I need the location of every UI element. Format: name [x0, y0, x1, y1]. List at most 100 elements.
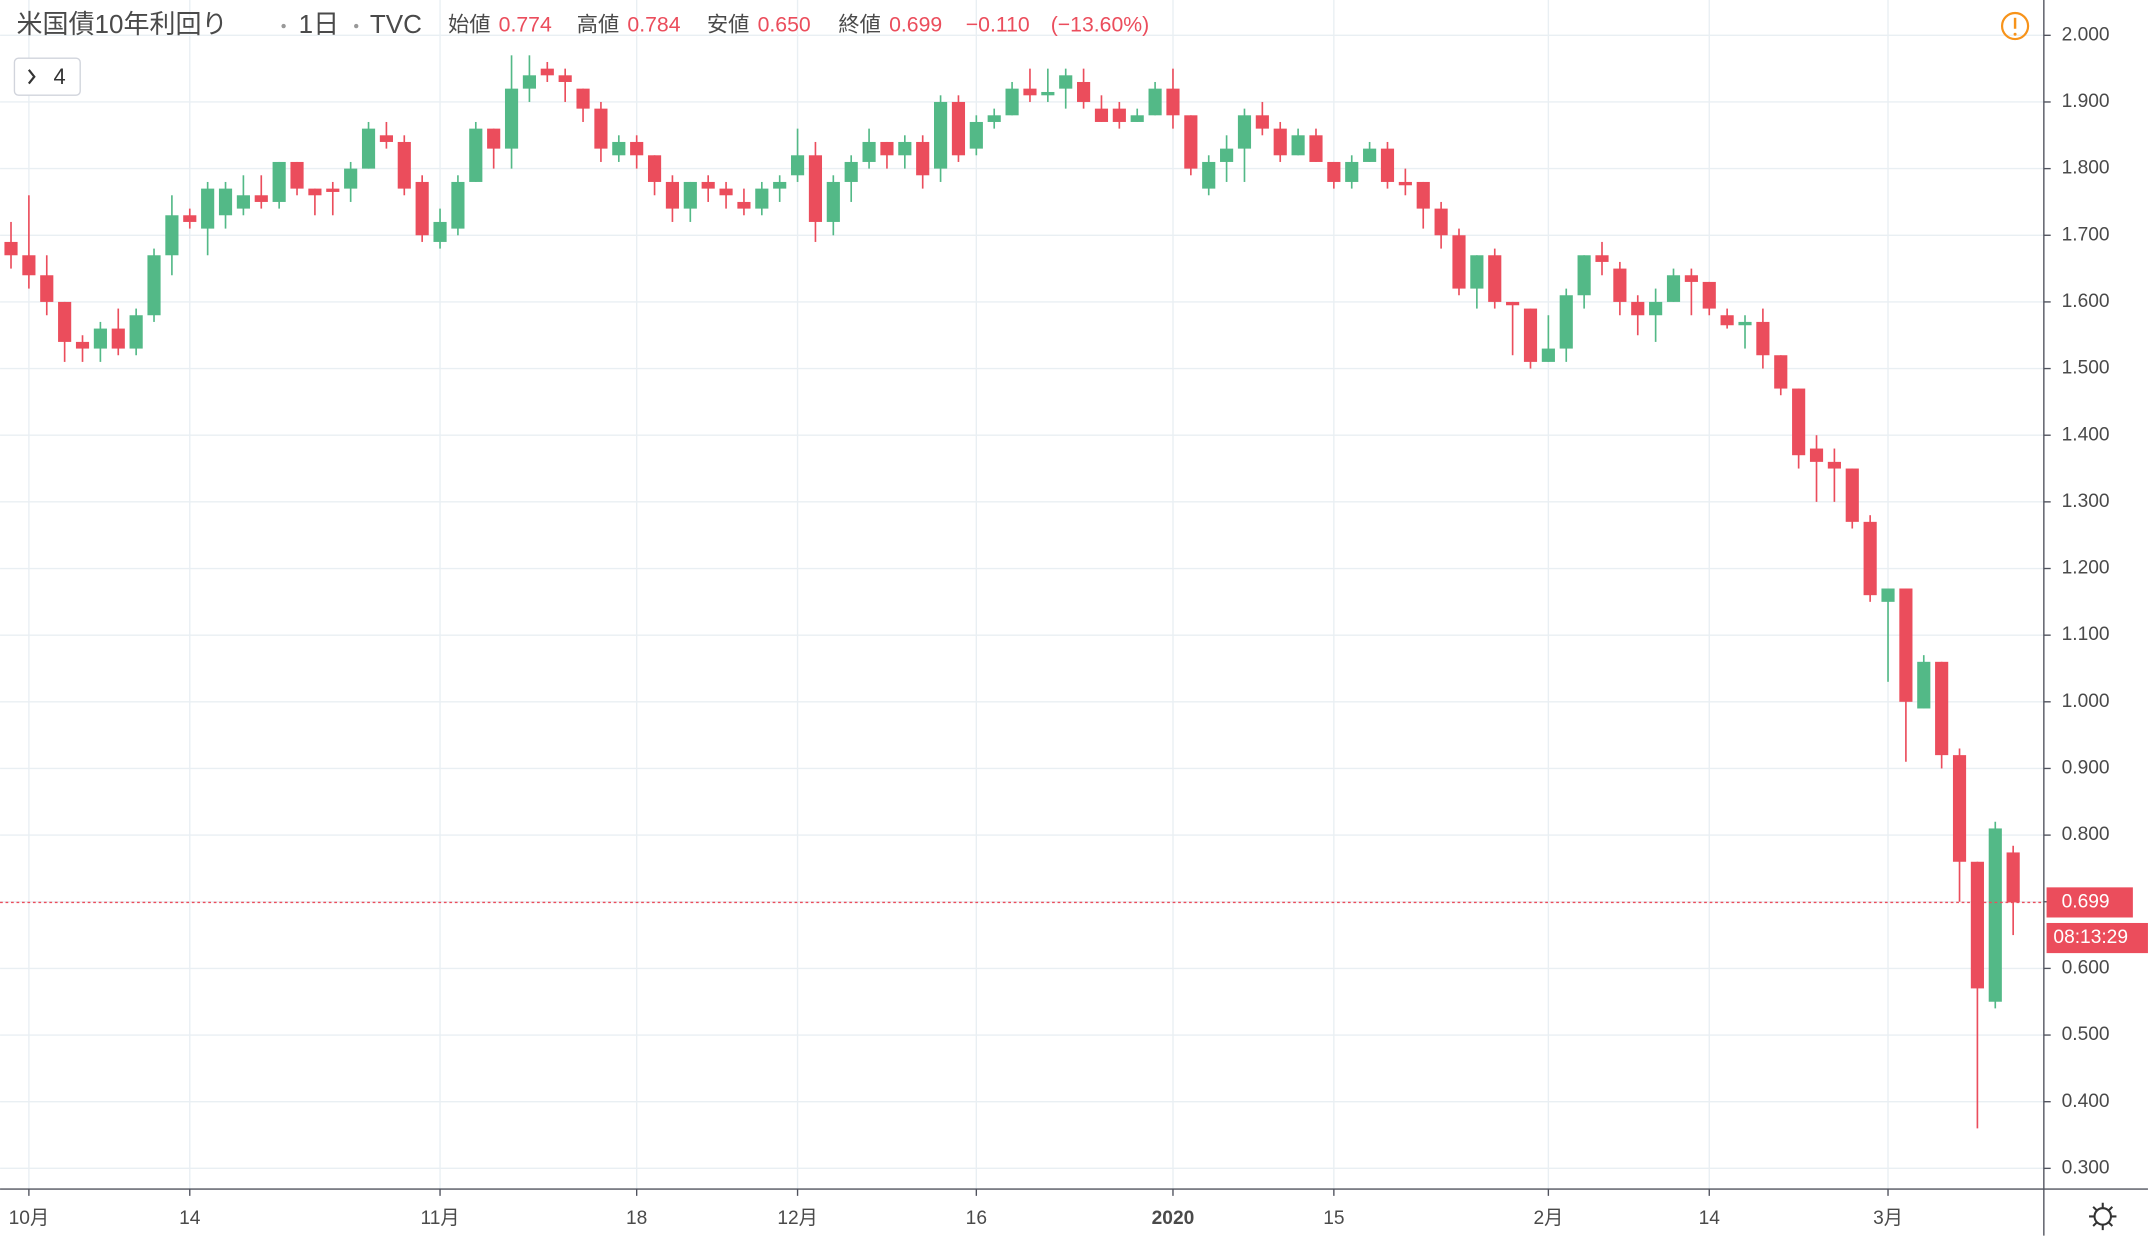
candle-body [487, 128, 501, 149]
last-price-label: 0.699 [2062, 891, 2110, 912]
candle-body [1649, 301, 1663, 316]
y-tick-label: 0.300 [2062, 1157, 2110, 1178]
y-tick-label: 1.100 [2062, 624, 2110, 645]
y-tick-label: 0.400 [2062, 1091, 2110, 1112]
x-tick-label: 3月 [1873, 1208, 1903, 1229]
y-tick-label: 0.600 [2062, 957, 2110, 978]
candle-body [1452, 235, 1466, 289]
candle-body [951, 101, 966, 156]
candle-body [469, 128, 483, 182]
indicators-toggle[interactable]: 4 [13, 57, 81, 96]
candle-body [1756, 321, 1770, 356]
candle-body [1684, 275, 1698, 282]
warning-icon[interactable] [2000, 11, 2030, 41]
candle-body [1470, 255, 1484, 289]
separator [354, 23, 359, 29]
x-tick-label: 2020 [1152, 1208, 1195, 1229]
legend-value: 0.650 [758, 14, 811, 37]
legend-value: 0.699 [889, 14, 942, 37]
candle-body [540, 68, 554, 76]
x-tick-label: 16 [966, 1208, 987, 1229]
x-tick-label: 18 [626, 1208, 647, 1229]
candle-body [1988, 828, 2002, 1002]
candle-body [880, 141, 894, 156]
candle-body [379, 135, 393, 142]
candle-body [1202, 161, 1216, 189]
candle-body [504, 88, 519, 149]
candles [4, 55, 2020, 1129]
candle-body [254, 195, 268, 202]
candle-body [451, 181, 465, 229]
candle-body [844, 161, 858, 182]
candle-body [1970, 861, 1984, 989]
x-tick-label: 12月 [777, 1208, 817, 1229]
candle-body [934, 101, 948, 169]
candle-body [647, 155, 662, 182]
candle-body [272, 161, 286, 202]
candle-body [1094, 108, 1109, 122]
candle-body [397, 141, 411, 189]
candle-body [594, 108, 608, 149]
separator [281, 23, 286, 29]
candle-body [1291, 135, 1305, 156]
y-tick-label: 1.500 [2062, 358, 2110, 379]
x-tick-label: 14 [1699, 1208, 1721, 1229]
candle-body [558, 75, 572, 82]
settings-button[interactable] [2089, 1202, 2117, 1231]
y-tick-label: 1.600 [2062, 291, 2110, 312]
candle-body [1005, 88, 1019, 116]
candle-body [147, 255, 161, 316]
candle-body [1952, 755, 1967, 862]
y-tick-label: 1.700 [2062, 224, 2110, 245]
candle-body [969, 121, 983, 149]
warning-circle[interactable] [2000, 11, 2030, 41]
interval: 1日 [299, 9, 339, 39]
candle-body [1023, 88, 1037, 96]
candle-body [344, 168, 358, 189]
legend-label: 安値 [707, 13, 749, 37]
change-percent: (−13.60%) [1051, 14, 1150, 37]
candle-body [898, 141, 912, 156]
x-tick-label: 11月 [421, 1208, 460, 1229]
candle-body [1917, 661, 1931, 709]
candle-body [1506, 301, 1520, 306]
candle-body [326, 188, 340, 192]
y-tick-label: 1.000 [2062, 691, 2110, 712]
badge-box[interactable] [13, 57, 81, 96]
candle-body [1720, 315, 1734, 326]
candle-body [1077, 81, 1091, 102]
candle-body [1792, 388, 1806, 456]
warning-dot [2013, 32, 2017, 36]
candle-body [308, 188, 322, 196]
overlay: 0.699 08:13:29 [0, 887, 2148, 954]
x-tick-label: 14 [179, 1208, 201, 1229]
candle-body [1059, 75, 1073, 89]
candle-body [1863, 521, 1877, 596]
countdown-tag [2046, 922, 2148, 954]
candle-body [683, 181, 697, 209]
candle-body [1774, 355, 1788, 389]
candle-body [1541, 348, 1555, 362]
candle-body [22, 255, 36, 276]
candle-body [701, 181, 715, 189]
candle-body [1666, 275, 1681, 302]
candle-body [236, 195, 250, 209]
candle-body [612, 141, 626, 156]
legend-label: 始値 [448, 13, 490, 37]
candle-body [1255, 115, 1269, 129]
candle-body [1345, 161, 1359, 182]
y-tick-label: 0.500 [2062, 1024, 2110, 1045]
y-tick-label: 1.800 [2062, 158, 2110, 179]
candle-body [218, 188, 233, 216]
candle-body [737, 201, 751, 209]
candle-body [1380, 148, 1395, 182]
gear-ring [2093, 1207, 2112, 1226]
candle-body [1559, 295, 1573, 349]
indicator-count: 4 [53, 64, 65, 89]
candle-body [862, 141, 876, 162]
candle-body [522, 75, 536, 89]
legend-label: 高値 [577, 13, 619, 37]
candle-body [201, 188, 215, 229]
last-price-tag [2046, 887, 2133, 918]
